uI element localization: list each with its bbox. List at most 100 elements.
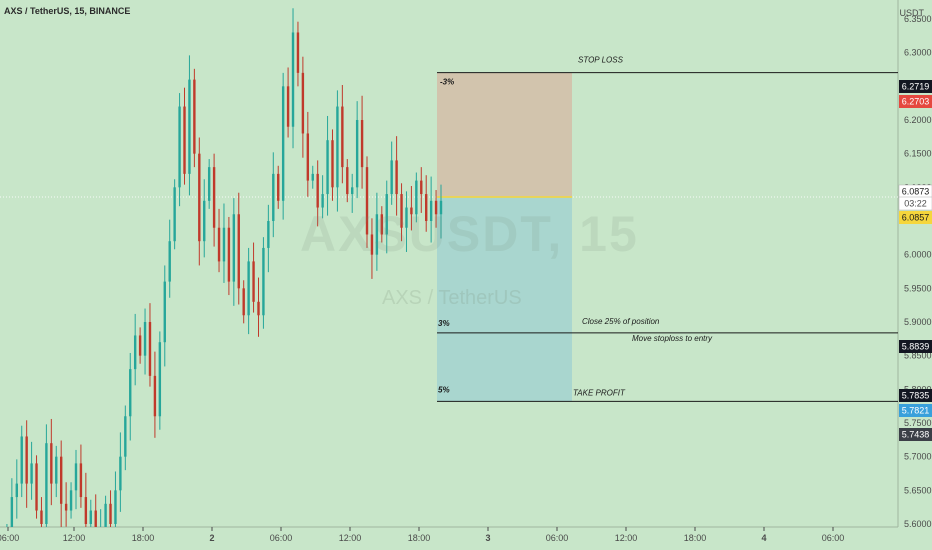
candle-body bbox=[203, 200, 206, 242]
y-tick-label: 6.3000 bbox=[904, 48, 932, 58]
currency-label: USDT bbox=[899, 8, 925, 18]
candle-body bbox=[380, 214, 384, 235]
x-tick-label: 06:00 bbox=[822, 533, 845, 543]
candle-body bbox=[198, 153, 201, 242]
take-profit-pct-label: 5% bbox=[438, 385, 450, 394]
candle-body bbox=[188, 79, 191, 174]
x-tick-label: 12:00 bbox=[339, 533, 362, 543]
candle-body bbox=[326, 140, 329, 195]
candle-body bbox=[281, 86, 285, 201]
candle-body bbox=[217, 227, 221, 262]
candle-body bbox=[124, 416, 127, 457]
price-tag-dark bbox=[899, 80, 932, 93]
candle-body bbox=[114, 490, 117, 524]
y-tick-label: 6.2000 bbox=[904, 115, 932, 125]
y-tick-label: 6.3500 bbox=[904, 14, 932, 24]
candle-body bbox=[346, 167, 349, 195]
candle-body bbox=[252, 261, 255, 302]
candle-body bbox=[262, 247, 265, 316]
candle-body bbox=[247, 261, 250, 316]
candle-body bbox=[84, 497, 88, 524]
candle-body bbox=[439, 200, 443, 215]
candle-body bbox=[25, 436, 28, 484]
candle-body bbox=[193, 79, 196, 154]
candle-body bbox=[94, 510, 97, 527]
y-tick-label: 5.9000 bbox=[904, 317, 932, 327]
take-profit-label: TAKE PROFIT bbox=[573, 388, 626, 397]
candle-body bbox=[109, 503, 112, 524]
candle-body bbox=[104, 503, 107, 527]
candle-body bbox=[40, 510, 43, 524]
y-tick-label: 5.6500 bbox=[904, 485, 932, 495]
candle-body bbox=[277, 173, 280, 201]
y-tick-label: 5.8500 bbox=[904, 351, 932, 361]
price-tag-text: 03:22 bbox=[904, 199, 927, 209]
price-tag-text: 6.0857 bbox=[902, 213, 930, 223]
price-tag-text: 5.7835 bbox=[902, 391, 930, 401]
candle-body bbox=[400, 194, 403, 228]
candle-body bbox=[222, 227, 226, 262]
candle-body bbox=[405, 207, 408, 228]
candle-body bbox=[30, 463, 33, 484]
stop-loss-zone[interactable] bbox=[437, 72, 572, 197]
price-tag-text: 6.0873 bbox=[902, 187, 930, 197]
candle-body bbox=[20, 436, 23, 484]
price-tag-entry bbox=[899, 211, 932, 224]
y-tick-label: 6.0000 bbox=[904, 250, 932, 260]
candle-body bbox=[425, 194, 428, 221]
candle-body bbox=[232, 214, 236, 282]
candle-body bbox=[311, 173, 314, 181]
x-tick-label: 06:00 bbox=[546, 533, 569, 543]
candle-body bbox=[257, 301, 260, 316]
candle-body bbox=[183, 106, 186, 174]
x-tick-label: 18:00 bbox=[684, 533, 707, 543]
candle-body bbox=[410, 207, 413, 215]
candle-body bbox=[237, 214, 240, 289]
candle-body bbox=[59, 456, 63, 504]
candle-body bbox=[375, 214, 379, 255]
candle-body bbox=[69, 490, 73, 511]
candle-body bbox=[143, 322, 147, 356]
candle-body bbox=[138, 335, 142, 356]
candle-body bbox=[331, 140, 334, 188]
candle-body bbox=[50, 443, 53, 484]
symbol-title: AXS / TetherUS, 15, BINANCE bbox=[4, 6, 131, 16]
candle-body bbox=[163, 281, 166, 343]
x-tick-label: 18:00 bbox=[132, 533, 155, 543]
candle-body bbox=[153, 375, 157, 417]
candle-body bbox=[429, 200, 433, 221]
candle-body bbox=[168, 241, 171, 282]
candle-body bbox=[370, 234, 374, 255]
target-1-note-stoploss: Move stoploss to entry bbox=[632, 334, 713, 343]
stop-pct-label: -3% bbox=[440, 78, 454, 87]
candle-body bbox=[89, 510, 92, 524]
candle-body bbox=[74, 463, 78, 491]
candle-body bbox=[415, 180, 418, 215]
x-tick-label: 12:00 bbox=[63, 533, 86, 543]
price-tag-stop bbox=[899, 95, 932, 108]
candle-body bbox=[321, 194, 324, 208]
price-tag-text: 5.7438 bbox=[902, 430, 930, 440]
profit-zone[interactable] bbox=[437, 196, 572, 402]
candle-body bbox=[45, 443, 48, 524]
candle-body bbox=[360, 120, 364, 168]
candle-body bbox=[148, 322, 152, 376]
y-tick-label: 6.1500 bbox=[904, 149, 932, 159]
price-tag-text: 5.8839 bbox=[902, 342, 930, 352]
candle-body bbox=[242, 288, 245, 316]
candle-body bbox=[306, 133, 310, 181]
candle-body bbox=[133, 335, 137, 370]
candle-body bbox=[420, 180, 423, 195]
candle-body bbox=[291, 32, 295, 127]
x-tick-label: 4 bbox=[761, 533, 766, 543]
x-tick-label: 3 bbox=[485, 533, 490, 543]
candle-body bbox=[207, 167, 211, 201]
candle-body bbox=[267, 221, 270, 248]
x-tick-label: 2 bbox=[209, 533, 214, 543]
candle-body bbox=[79, 463, 83, 498]
candle-body bbox=[296, 32, 300, 73]
price-tag-grey bbox=[899, 428, 932, 441]
price-tag-text: 5.7821 bbox=[902, 406, 930, 416]
